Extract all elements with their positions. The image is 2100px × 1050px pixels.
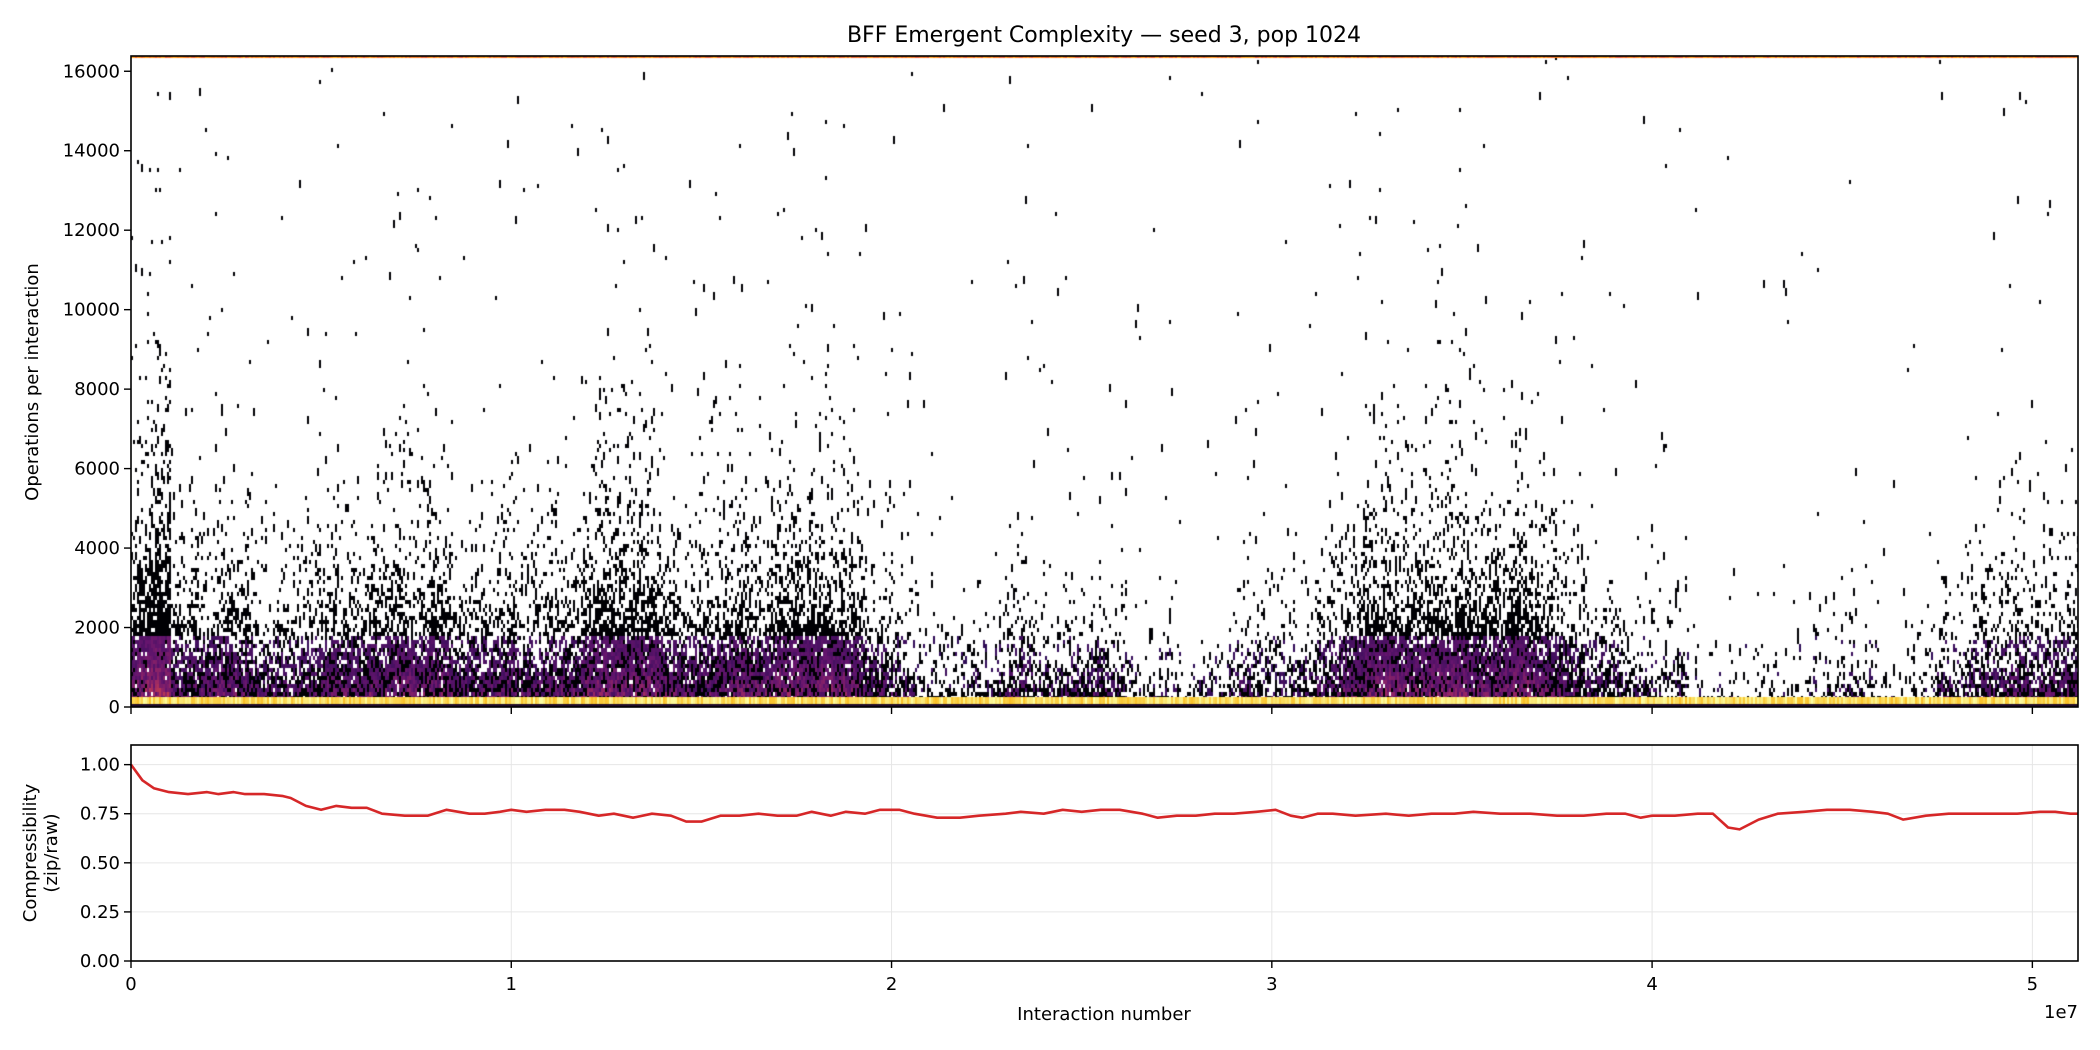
x-axis-label: Interaction number <box>1017 1004 1191 1025</box>
bottom-y-axis-label-line1: Compressibility <box>20 783 41 922</box>
bottom-axes-frame <box>130 744 2079 962</box>
top-y-ticks: 0 2000 4000 6000 8000 10000 12000 14000 16000 <box>63 61 2034 718</box>
y-tick-label: 1.00 <box>80 755 120 776</box>
y-tick-label: 0 <box>109 697 120 718</box>
y-tick-label: 4000 <box>74 538 120 559</box>
x-tick-label: 2 <box>886 974 897 995</box>
y-tick-label: 0.25 <box>80 902 120 923</box>
y-tick-label: 8000 <box>74 379 120 400</box>
x-tick-label: 5 <box>2027 974 2038 995</box>
bottom-grid <box>130 745 2078 962</box>
y-tick-label: 0.00 <box>80 951 120 972</box>
top-y-axis-label: Operations per interaction <box>22 263 43 501</box>
x-tick-label: 0 <box>125 974 136 995</box>
compressibility-line <box>129 763 2078 831</box>
chart-title: BFF Emergent Complexity — seed 3, pop 10… <box>847 23 1361 48</box>
bottom-y-axis-label-line2: (zip/raw) <box>41 813 62 892</box>
x-offset-text: 1e7 <box>2044 1002 2078 1023</box>
y-tick-label: 0.50 <box>80 853 120 874</box>
y-tick-label: 10000 <box>63 300 120 321</box>
bottom-ticks: 0.00 0.25 0.50 0.75 1.00 0 1 2 3 4 5 <box>80 755 2038 995</box>
y-tick-label: 14000 <box>63 141 120 162</box>
y-tick-label: 0.75 <box>80 804 120 825</box>
y-tick-label: 16000 <box>63 61 120 82</box>
y-tick-label: 12000 <box>63 220 120 241</box>
x-tick-label: 3 <box>1266 974 1277 995</box>
y-tick-label: 6000 <box>74 459 120 480</box>
top-axes-frame <box>130 55 2079 708</box>
x-tick-label: 4 <box>1646 974 1657 995</box>
y-tick-label: 2000 <box>74 618 120 639</box>
heatmap <box>131 56 2078 707</box>
x-tick-label: 1 <box>506 974 517 995</box>
